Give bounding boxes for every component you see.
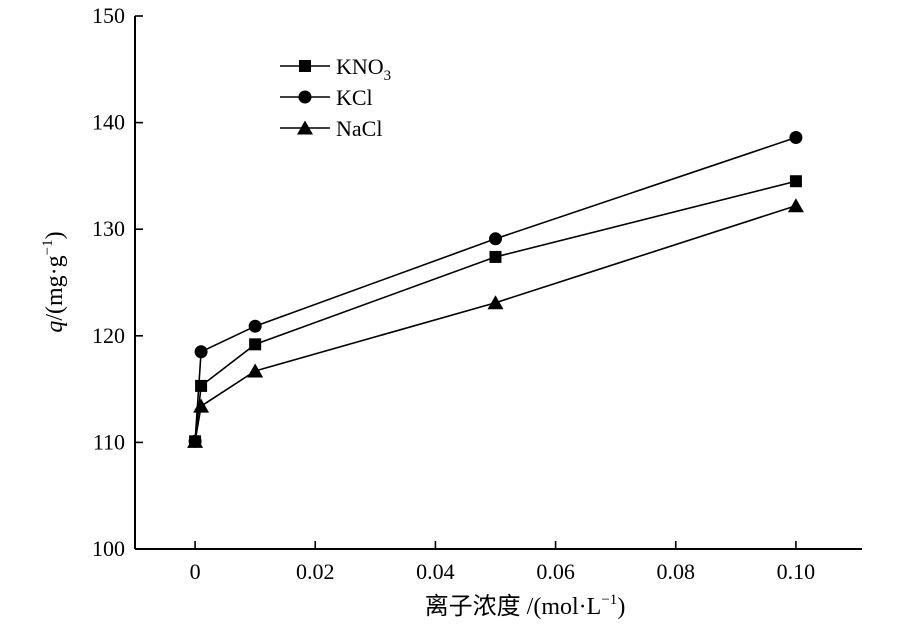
legend-item-kcl: KCl <box>280 85 373 110</box>
data-point-nacl <box>247 363 264 378</box>
legend-marker-circle <box>298 90 312 104</box>
series-line-kcl <box>194 136 797 442</box>
series-kno <box>189 175 802 448</box>
series-nacl <box>187 198 804 448</box>
legend-label: KCl <box>336 85 373 110</box>
series-kcl <box>188 131 803 448</box>
legend-label: NaCl <box>336 116 382 141</box>
x-axis-title: 离子浓度 /(mol·L−1) <box>425 592 626 620</box>
x-tick-label: 0.10 <box>777 559 816 584</box>
x-tick-label: 0.02 <box>296 559 335 584</box>
data-point-kno <box>489 250 502 263</box>
data-point-kcl <box>194 345 208 359</box>
data-point-kcl <box>248 319 262 333</box>
y-axis-title-variable: q <box>42 321 68 333</box>
data-point-kcl <box>488 232 502 246</box>
axes <box>134 16 862 550</box>
series-line-kno <box>194 180 797 442</box>
y-tick-label: 130 <box>92 216 125 241</box>
x-tick-label: 0 <box>190 559 201 584</box>
x-ticks: 0 0.02 0.04 0.06 0.08 0.10 <box>190 541 816 584</box>
data-point-nacl <box>787 198 804 213</box>
legend-item-kno: KNO3 <box>280 54 391 84</box>
x-tick-label: 0.04 <box>416 559 455 584</box>
y-axis-title-exponent: −1 <box>40 239 56 255</box>
data-point-nacl <box>187 433 204 448</box>
y-axis-title: q/(mg·g−1) <box>40 231 68 332</box>
legend-marker-triangle <box>297 120 313 135</box>
legend-marker-square <box>299 60 311 72</box>
data-point-nacl <box>487 295 504 310</box>
legend-label: KNO3 <box>336 54 391 84</box>
legend-item-nacl: NaCl <box>280 116 382 141</box>
y-tick-label: 140 <box>92 110 125 135</box>
y-axis-title-tail: ) <box>42 231 68 239</box>
y-tick-label: 100 <box>92 536 125 561</box>
data-point-kno <box>195 379 208 392</box>
data-point-nacl <box>193 398 210 413</box>
y-ticks: 100 110 120 130 140 150 <box>92 3 143 561</box>
y-tick-label: 110 <box>93 429 125 454</box>
y-tick-label: 150 <box>92 3 125 28</box>
data-point-kno <box>249 338 262 351</box>
x-tick-label: 0.06 <box>536 559 575 584</box>
data-point-kno <box>789 175 802 188</box>
y-axis-title-unit: /(mg·g <box>42 255 68 320</box>
x-axis-title-exponent: −1 <box>601 592 617 608</box>
data-point-kcl <box>789 131 803 145</box>
y-tick-label: 120 <box>92 323 125 348</box>
x-tick-label: 0.08 <box>656 559 695 584</box>
x-axis-title-tail: ) <box>617 594 625 620</box>
series-layer <box>187 131 804 448</box>
